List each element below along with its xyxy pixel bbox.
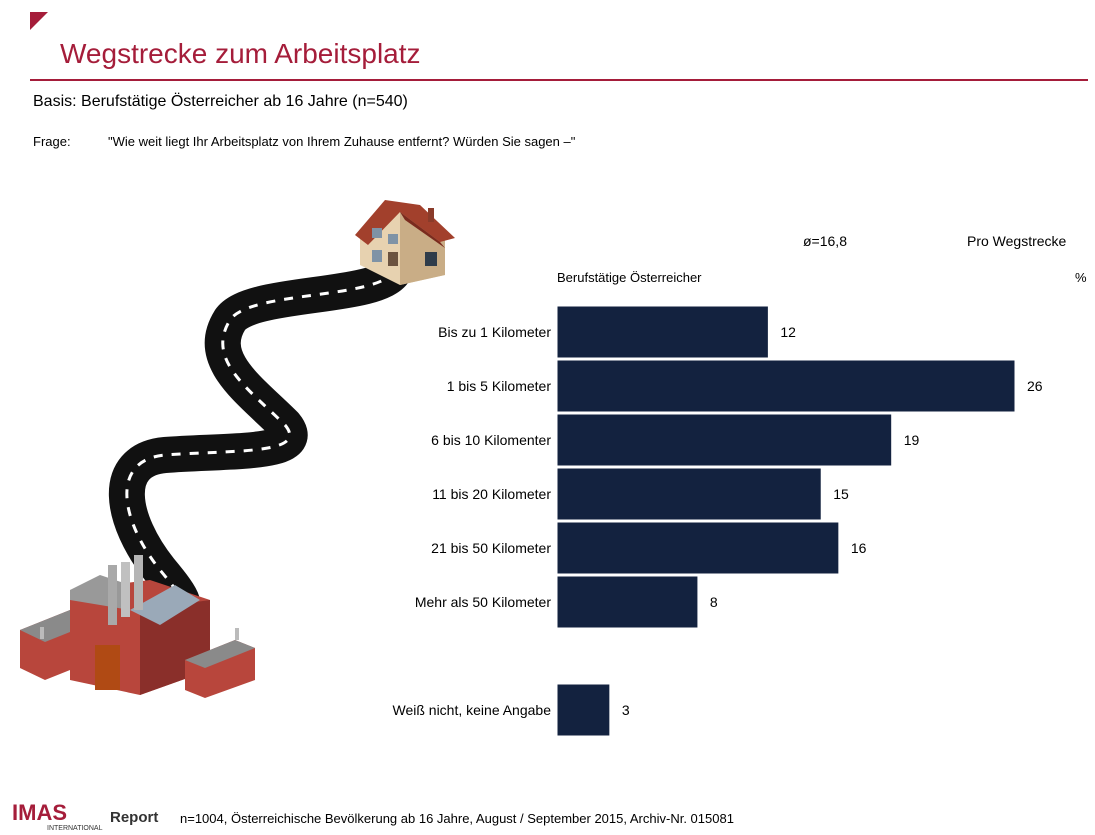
value-label-2: 19 — [904, 432, 920, 448]
title-divider — [30, 79, 1088, 81]
bar-0 — [556, 305, 769, 359]
category-label-3: 11 bis 20 Kilometer — [432, 486, 551, 502]
column-header: Pro Wegstrecke — [967, 233, 1067, 249]
category-label-4: 21 bis 50 Kilometer — [431, 540, 551, 556]
bar-3 — [556, 467, 822, 521]
series-label: Berufstätige Österreicher — [557, 270, 702, 285]
value-label-1: 26 — [1027, 378, 1043, 394]
category-label-5: Mehr als 50 Kilometer — [415, 594, 552, 610]
svg-text:INTERNATIONAL: INTERNATIONAL — [47, 825, 103, 832]
road-illustration — [108, 252, 413, 628]
question-label: Frage: — [33, 134, 71, 149]
svg-text:Report: Report — [110, 809, 158, 826]
commute-illustration — [20, 200, 455, 698]
category-label-2: 6 bis 10 Kilomenter — [431, 432, 551, 448]
footer-note: n=1004, Österreichische Bevölkerung ab 1… — [180, 811, 734, 826]
factory-icon — [20, 555, 255, 698]
imas-logo: IMAS INTERNATIONAL Report — [12, 800, 158, 832]
corner-triangle-icon — [30, 12, 48, 30]
house-icon — [355, 200, 455, 285]
average-label: ø=16,8 — [803, 233, 847, 249]
bar-6 — [556, 683, 611, 737]
question-text: "Wie weit liegt Ihr Arbeitsplatz von Ihr… — [108, 134, 576, 149]
category-label-0: Bis zu 1 Kilometer — [438, 324, 551, 340]
category-label-6: Weiß nicht, keine Angabe — [392, 702, 551, 718]
value-label-3: 15 — [833, 486, 849, 502]
value-label-5: 8 — [710, 594, 718, 610]
category-label-1: 1 bis 5 Kilometer — [447, 378, 552, 394]
bars-group: Bis zu 1 Kilometer 12 1 bis 5 Kilometer 26 6… — [392, 305, 1043, 737]
value-label-4: 16 — [851, 540, 867, 556]
unit-label: % — [1075, 270, 1087, 285]
bar-4 — [556, 521, 840, 575]
page-title: Wegstrecke zum Arbeitsplatz — [60, 38, 421, 69]
svg-text:IMAS: IMAS — [12, 800, 67, 825]
bar-5 — [556, 575, 699, 629]
value-label-6: 3 — [622, 702, 630, 718]
basis-text: Basis: Berufstätige Österreicher ab 16 J… — [33, 93, 408, 110]
value-label-0: 12 — [780, 324, 796, 340]
bar-2 — [556, 413, 893, 467]
bar-1 — [556, 359, 1016, 413]
